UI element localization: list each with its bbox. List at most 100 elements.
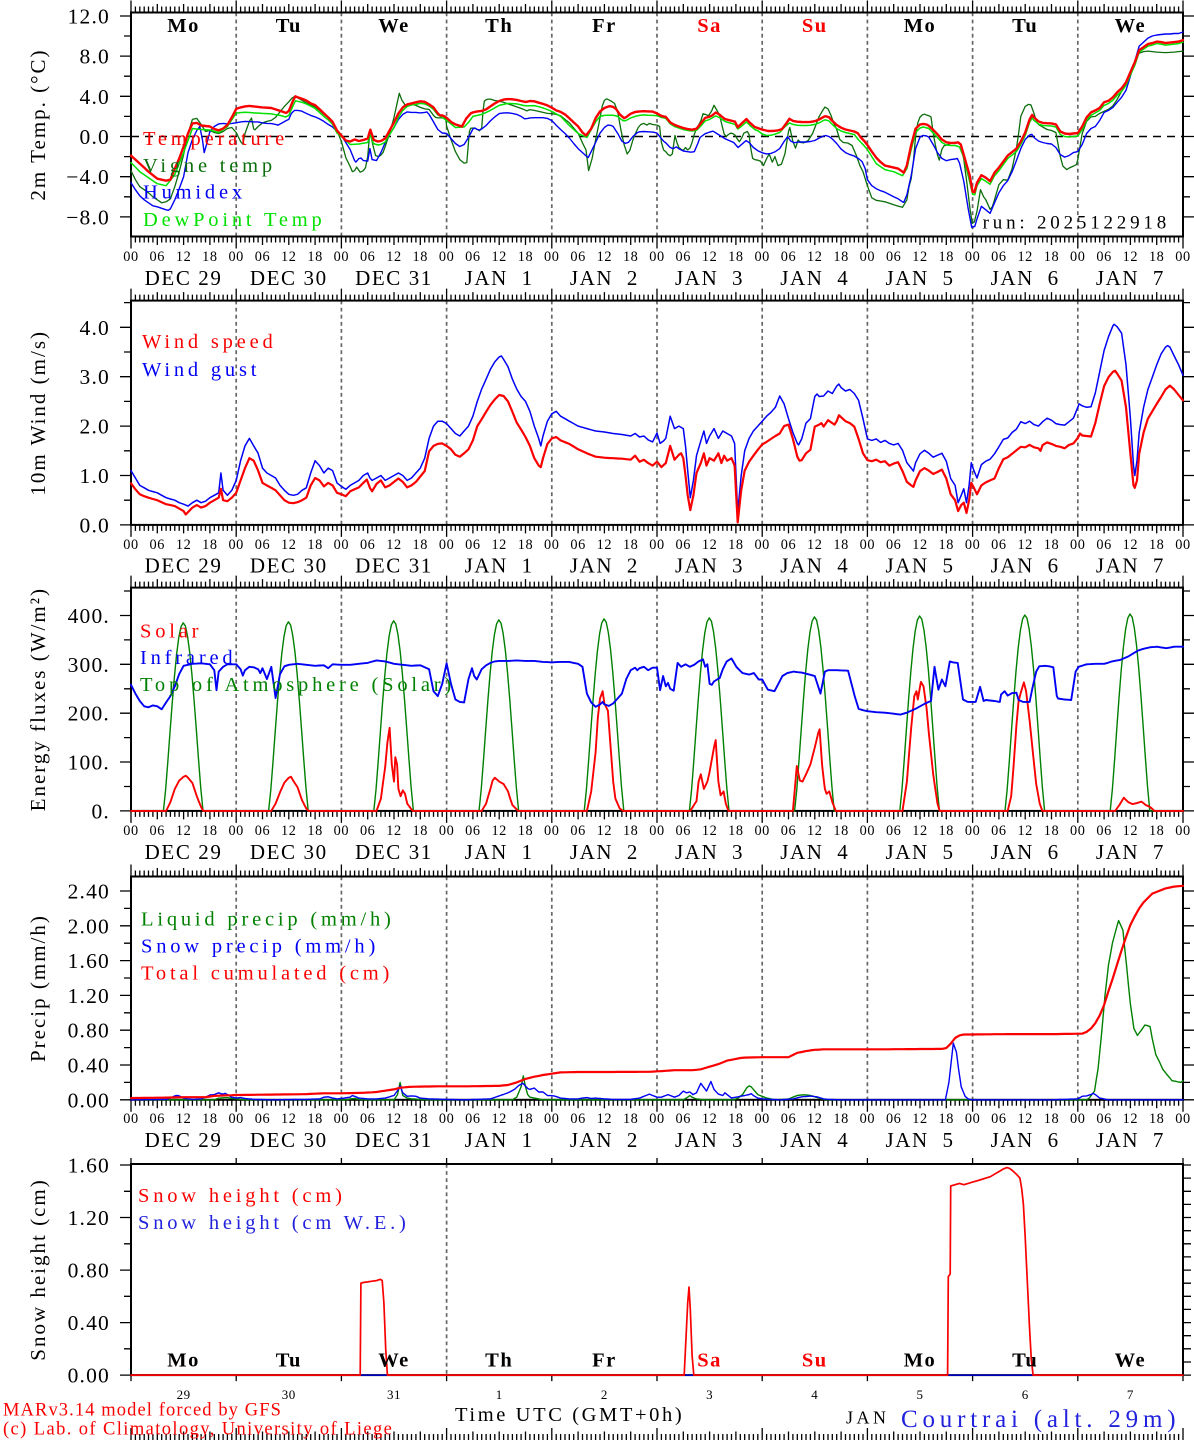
svg-text:12: 12 [386, 823, 402, 839]
svg-text:12: 12 [807, 537, 823, 553]
svg-text:0.00: 0.00 [68, 1088, 110, 1112]
svg-text:18: 18 [939, 249, 955, 265]
svg-text:18: 18 [307, 537, 323, 553]
svg-text:12: 12 [281, 249, 297, 265]
svg-text:00: 00 [1070, 823, 1086, 839]
svg-text:JAN 4: JAN 4 [780, 1128, 849, 1152]
svg-text:00: 00 [1175, 1111, 1191, 1127]
svg-text:18: 18 [623, 537, 639, 553]
svg-text:06: 06 [991, 249, 1007, 265]
svg-text:2.40: 2.40 [68, 880, 110, 904]
svg-text:0.40: 0.40 [68, 1054, 110, 1078]
svg-text:06: 06 [886, 249, 902, 265]
svg-text:We: We [378, 15, 409, 37]
svg-text:18: 18 [413, 1111, 429, 1127]
svg-text:06: 06 [255, 537, 271, 553]
svg-text:18: 18 [728, 823, 744, 839]
svg-text:0.: 0. [91, 799, 110, 823]
svg-text:2.00: 2.00 [68, 914, 110, 938]
svg-text:12.0: 12.0 [68, 5, 110, 29]
svg-text:DEC 31: DEC 31 [355, 553, 433, 577]
svg-text:18: 18 [307, 823, 323, 839]
svg-text:12: 12 [386, 249, 402, 265]
svg-text:12: 12 [1123, 537, 1139, 553]
svg-text:06: 06 [465, 249, 481, 265]
svg-text:06: 06 [360, 823, 376, 839]
svg-text:00: 00 [860, 537, 876, 553]
svg-text:Tu: Tu [276, 1350, 302, 1372]
svg-text:00: 00 [123, 537, 139, 553]
svg-text:12: 12 [597, 537, 613, 553]
svg-text:18: 18 [202, 249, 218, 265]
svg-text:2: 2 [601, 1387, 608, 1402]
svg-text:−4.0: −4.0 [66, 165, 110, 189]
svg-text:12: 12 [597, 249, 613, 265]
svg-text:JAN 5: JAN 5 [885, 553, 954, 577]
svg-text:18: 18 [1044, 249, 1060, 265]
svg-text:00: 00 [544, 823, 560, 839]
svg-text:Precip (mm/h): Precip (mm/h) [26, 914, 50, 1062]
svg-text:12: 12 [597, 823, 613, 839]
svg-text:18: 18 [307, 1111, 323, 1127]
svg-text:06: 06 [886, 537, 902, 553]
svg-text:06: 06 [1096, 249, 1112, 265]
svg-text:18: 18 [1149, 537, 1165, 553]
svg-text:06: 06 [150, 1111, 166, 1127]
svg-text:DEC 29: DEC 29 [145, 840, 223, 864]
svg-text:00: 00 [1070, 537, 1086, 553]
svg-text:00: 00 [965, 823, 981, 839]
svg-text:JAN 3: JAN 3 [675, 840, 744, 864]
svg-text:Sa: Sa [697, 15, 722, 37]
svg-text:00: 00 [965, 537, 981, 553]
svg-text:00: 00 [544, 1111, 560, 1127]
svg-text:18: 18 [833, 249, 849, 265]
svg-text:300.: 300. [68, 653, 110, 677]
svg-text:JAN 3: JAN 3 [675, 553, 744, 577]
svg-text:12: 12 [912, 1111, 928, 1127]
svg-text:00: 00 [439, 249, 455, 265]
svg-text:12: 12 [912, 249, 928, 265]
svg-text:00: 00 [649, 1111, 665, 1127]
svg-text:06: 06 [991, 537, 1007, 553]
svg-text:12: 12 [912, 537, 928, 553]
svg-text:0.0: 0.0 [80, 513, 110, 537]
svg-text:00: 00 [754, 537, 770, 553]
svg-text:JAN 1: JAN 1 [465, 266, 534, 290]
svg-text:0.40: 0.40 [68, 1311, 110, 1335]
svg-text:06: 06 [570, 537, 586, 553]
svg-text:00: 00 [649, 537, 665, 553]
svg-text:12: 12 [281, 823, 297, 839]
svg-text:18: 18 [1149, 1111, 1165, 1127]
svg-text:Th: Th [485, 1350, 513, 1372]
svg-text:DEC 31: DEC 31 [355, 266, 433, 290]
svg-text:1.60: 1.60 [68, 1154, 110, 1178]
svg-text:18: 18 [307, 249, 323, 265]
svg-text:Total cumulated (cm): Total cumulated (cm) [141, 963, 393, 985]
svg-text:DEC 30: DEC 30 [250, 266, 328, 290]
svg-text:Snow precip (mm/h): Snow precip (mm/h) [141, 936, 379, 958]
svg-text:12: 12 [386, 1111, 402, 1127]
svg-text:We: We [1115, 1350, 1146, 1372]
svg-text:00: 00 [544, 537, 560, 553]
svg-text:Courtrai (alt. 29m): Courtrai (alt. 29m) [901, 1406, 1180, 1433]
svg-text:06: 06 [781, 823, 797, 839]
svg-text:Snow height (cm W.E.): Snow height (cm W.E.) [138, 1212, 410, 1234]
svg-text:Vigne temp: Vigne temp [143, 155, 276, 177]
svg-text:We: We [378, 1350, 409, 1372]
svg-text:Sa: Sa [697, 1350, 722, 1372]
svg-text:00: 00 [123, 1111, 139, 1127]
svg-text:Snow height (cm): Snow height (cm) [138, 1185, 346, 1207]
svg-text:18: 18 [413, 823, 429, 839]
svg-text:1.0: 1.0 [80, 464, 110, 488]
svg-text:00: 00 [1175, 249, 1191, 265]
svg-text:DEC 29: DEC 29 [145, 266, 223, 290]
svg-text:run: 2025122918: run: 2025122918 [983, 213, 1170, 234]
svg-text:Wind speed: Wind speed [142, 331, 277, 353]
svg-text:06: 06 [1096, 1111, 1112, 1127]
svg-text:18: 18 [833, 537, 849, 553]
svg-text:Tu: Tu [276, 15, 302, 37]
svg-text:−8.0: −8.0 [66, 205, 110, 229]
svg-text:JAN 4: JAN 4 [780, 266, 849, 290]
svg-text:Temperature: Temperature [143, 128, 288, 150]
svg-text:30: 30 [282, 1387, 296, 1402]
